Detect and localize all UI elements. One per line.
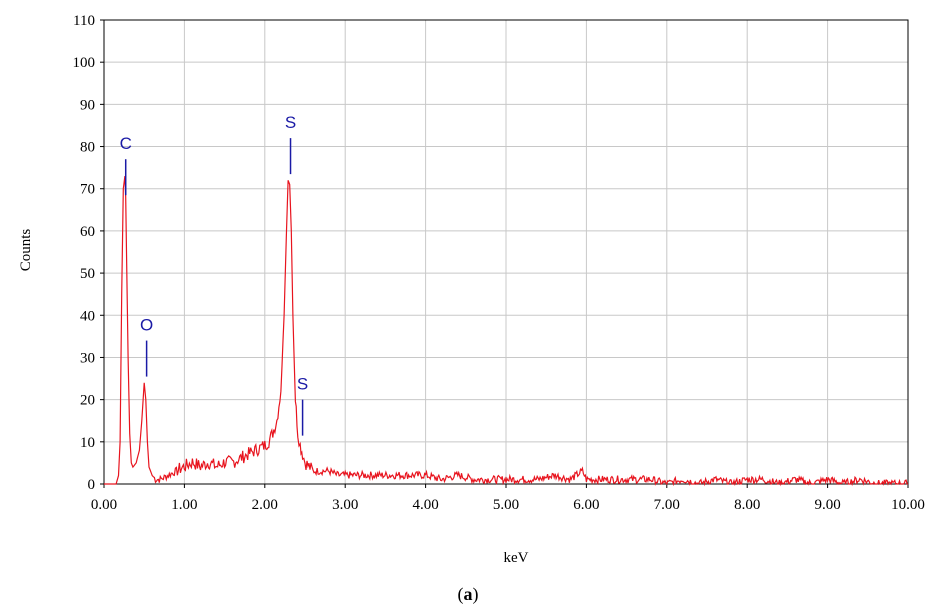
- spectrum-line: [104, 176, 908, 487]
- y-axis-ticks: 0 10 20 30 40 50 60 70 80 90 100 110: [73, 13, 104, 493]
- x-tick-label: 7.00: [654, 497, 680, 513]
- y-tick-label: 0: [88, 477, 96, 493]
- caption-close: ): [473, 584, 479, 605]
- x-tick-label: 8.00: [734, 497, 760, 513]
- y-tick-label: 20: [80, 393, 95, 409]
- y-tick-label: 50: [80, 266, 95, 282]
- caption-open: (: [458, 584, 464, 605]
- y-tick-label: 90: [80, 97, 95, 113]
- x-tick-label: 9.00: [814, 497, 840, 513]
- x-tick-label: 6.00: [573, 497, 599, 513]
- x-tick-label: 2.00: [252, 497, 278, 513]
- y-tick-label: 110: [73, 13, 95, 29]
- y-tick-label: 60: [80, 224, 95, 240]
- peak-label: S: [297, 375, 308, 394]
- x-tick-label: 4.00: [412, 497, 438, 513]
- peak-label: C: [120, 134, 132, 153]
- x-tick-label: 5.00: [493, 497, 519, 513]
- x-tick-label: 3.00: [332, 497, 358, 513]
- peak-label: O: [140, 316, 153, 335]
- peak-label: S: [285, 113, 296, 132]
- y-tick-label: 80: [80, 140, 95, 156]
- y-tick-label: 40: [80, 308, 95, 324]
- y-tick-label: 30: [80, 350, 95, 366]
- y-tick-label: 10: [80, 435, 95, 451]
- x-axis-title: keV: [504, 550, 529, 566]
- x-axis-ticks: 0.00 1.00 2.00 3.00 4.00 5.00 6.00 7.00 8.00 9.00…: [91, 484, 925, 513]
- peak-markers: C O S S: [120, 113, 308, 436]
- x-tick-label: 1.00: [171, 497, 197, 513]
- figure-caption: (a): [458, 584, 479, 605]
- y-tick-label: 70: [80, 182, 95, 198]
- caption-letter: a: [464, 584, 473, 604]
- x-tick-label: 10.00: [891, 497, 925, 513]
- y-tick-label: 100: [73, 55, 96, 71]
- grid-lines: [104, 20, 908, 484]
- y-axis-title: Counts: [18, 229, 34, 272]
- x-tick-label: 0.00: [91, 497, 117, 513]
